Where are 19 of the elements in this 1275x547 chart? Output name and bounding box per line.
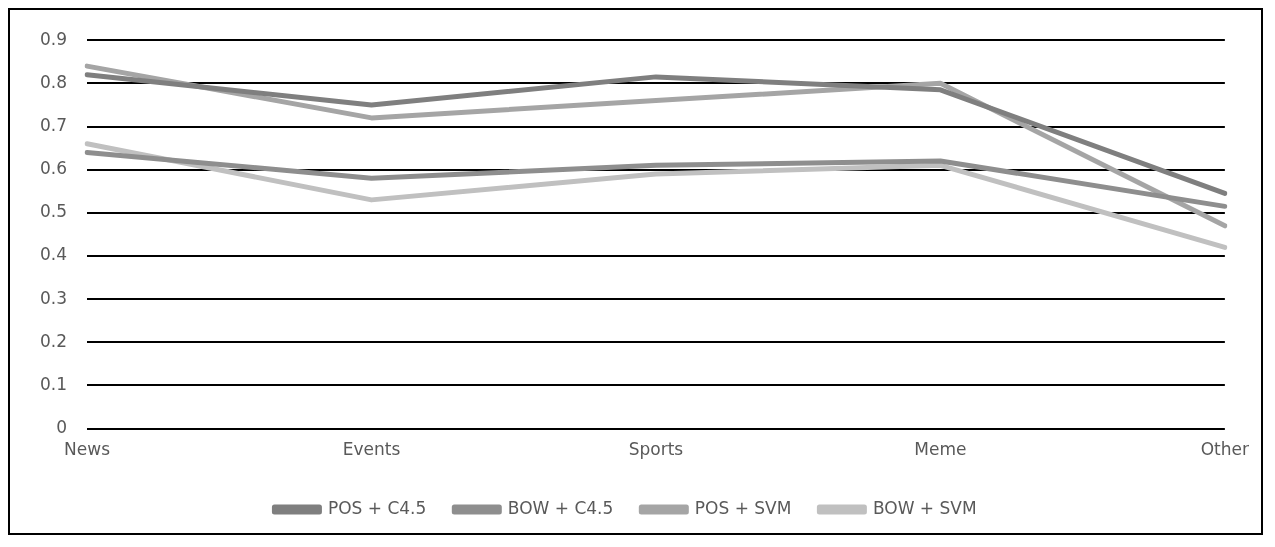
legend-label: BOW + C4.5 — [507, 497, 614, 518]
x-tick-label: Other — [1200, 439, 1250, 460]
y-tick-label: 0.2 — [39, 330, 68, 351]
x-tick-label: News — [64, 439, 111, 460]
x-tick-label: Events — [342, 439, 401, 460]
x-tick-label: Sports — [628, 439, 684, 460]
y-tick-label: 0.7 — [39, 114, 68, 135]
y-tick-label: 0.1 — [39, 373, 68, 394]
y-tick-label: 0.9 — [39, 28, 68, 49]
legend-label: POS + SVM — [694, 497, 792, 518]
y-tick-label: 0.5 — [39, 201, 68, 222]
y-tick-label: 0.6 — [39, 158, 68, 179]
y-tick-label: 0.3 — [39, 287, 68, 308]
legend-label: POS + C4.5 — [327, 497, 427, 518]
x-tick-label: Meme — [914, 439, 967, 460]
y-tick-label: 0 — [56, 417, 68, 438]
y-tick-label: 0.8 — [39, 71, 68, 92]
y-tick-label: 0.4 — [39, 244, 68, 265]
legend-label: BOW + SVM — [872, 497, 977, 518]
